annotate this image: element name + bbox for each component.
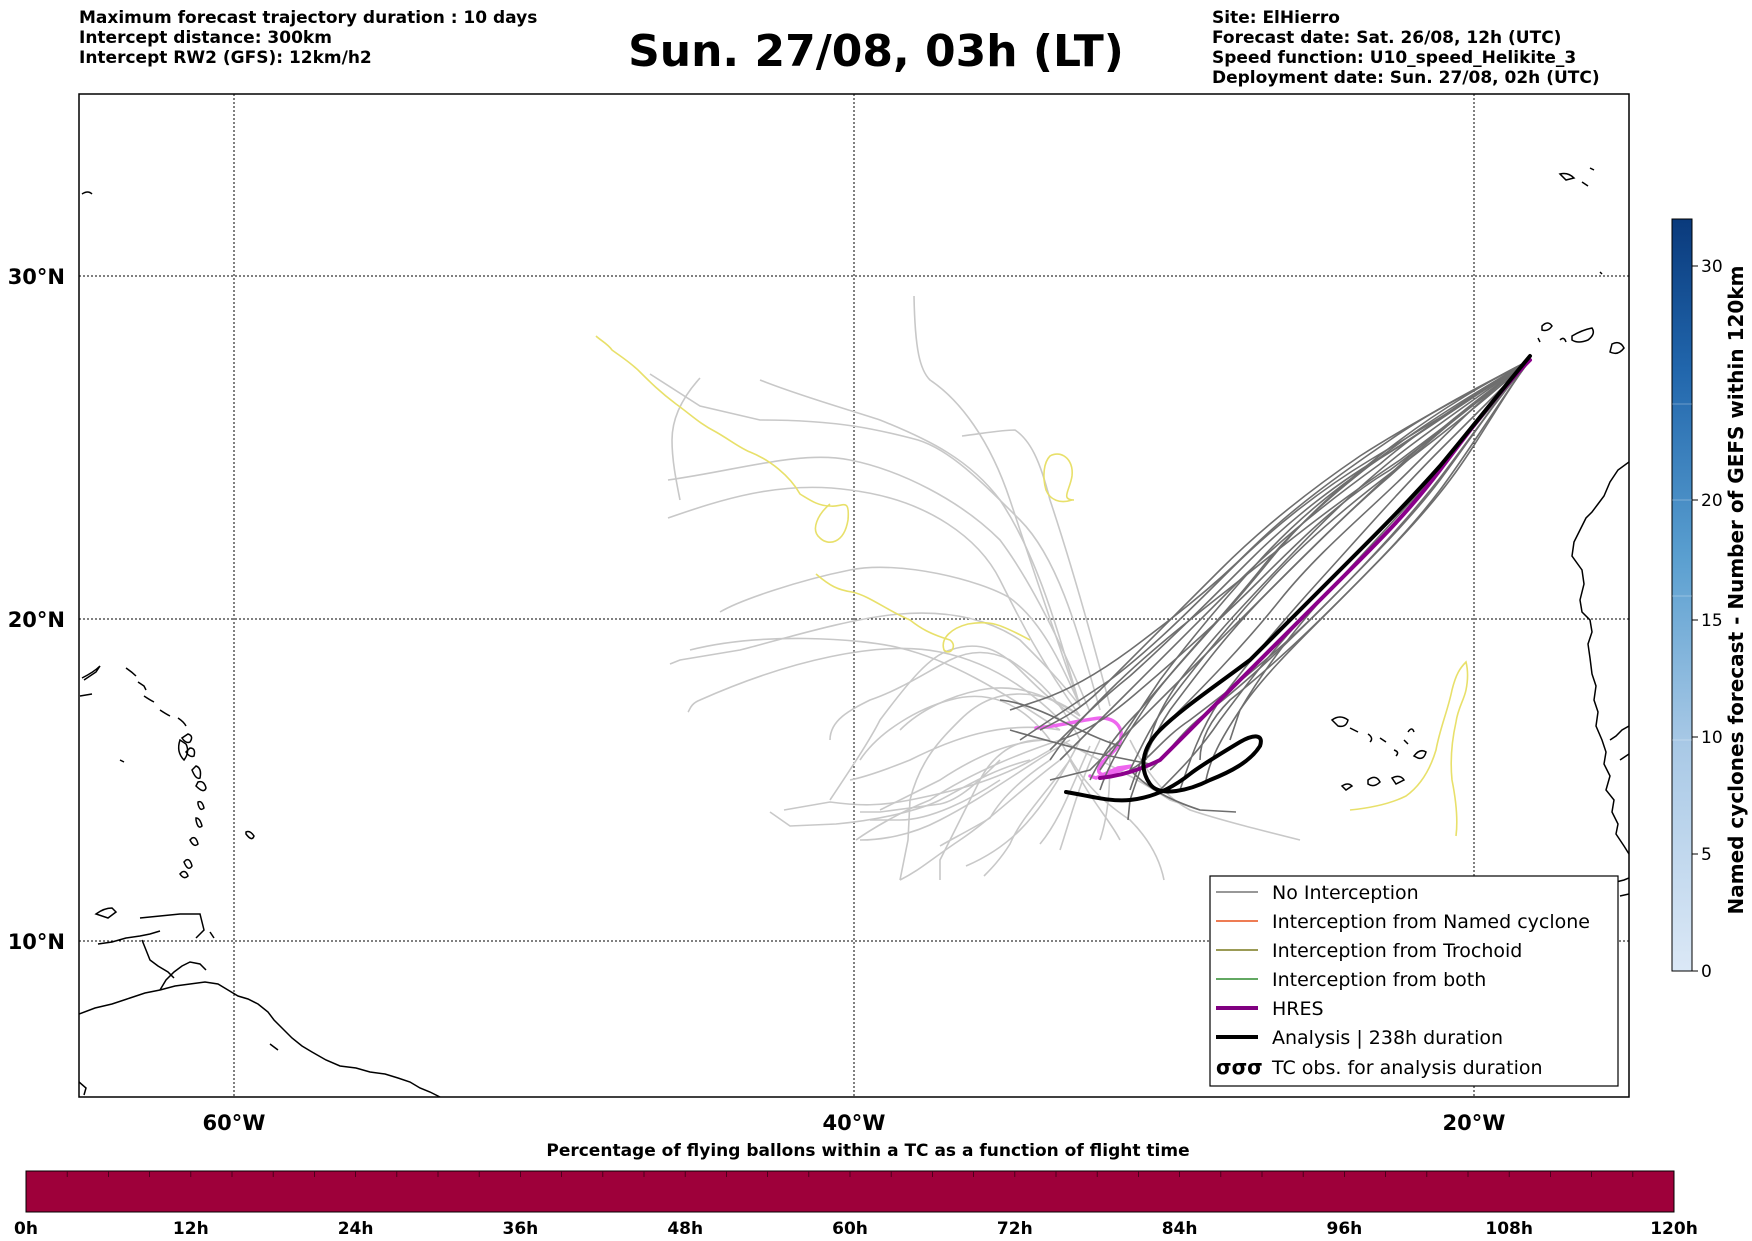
- flight-tick-48h: 48h: [667, 1219, 703, 1239]
- header-line-speed-function: Speed function: U10_speed_Helikite_3: [1212, 48, 1577, 68]
- svg-text:TC obs. for analysis duration: TC obs. for analysis duration: [1271, 1057, 1543, 1079]
- cb-tick-30: 30: [1701, 257, 1723, 277]
- header-line-deployment-date: Deployment date: Sun. 27/08, 02h (UTC): [1212, 68, 1600, 88]
- longitude-labels: 60°W 40°W 20°W: [203, 1111, 1506, 1135]
- header-line-duration: Maximum forecast trajectory duration : 1…: [79, 8, 538, 28]
- svg-text:Analysis | 238h duration: Analysis | 238h duration: [1272, 1027, 1503, 1049]
- flight-tick-108h: 108h: [1485, 1219, 1533, 1239]
- coastlines: [79, 167, 1629, 1097]
- legend-item-tc-obs: σσσ TC obs. for analysis duration: [1216, 1055, 1543, 1079]
- latitude-labels: 30°N 20°N 10°N: [8, 265, 65, 954]
- flight-tick-36h: 36h: [503, 1219, 539, 1239]
- colorbar-cyclones-label: Named cyclones forecast - Number of GEFS…: [1724, 266, 1748, 915]
- colorbar-cyclones: 0 5 10 15 20 30 Named cyclones forecast …: [1671, 218, 1748, 982]
- map-frame: [78, 93, 1630, 1098]
- lon-label-40w: 40°W: [823, 1111, 886, 1135]
- svg-text:No Interception: No Interception: [1272, 882, 1419, 904]
- header-line-site: Site: ElHierro: [1212, 8, 1340, 28]
- header-line-forecast-date: Forecast date: Sat. 26/08, 12h (UTC): [1212, 28, 1562, 48]
- tc-symbol-icon: σσσ: [1216, 1055, 1263, 1079]
- lat-label-30n: 30°N: [8, 265, 65, 289]
- cb-tick-10: 10: [1701, 728, 1723, 748]
- map-panel: 30°N 20°N 10°N 60°W 40°W 20°W No Interce…: [8, 93, 1630, 1135]
- page-title: Sun. 27/08, 03h (LT): [628, 26, 1124, 77]
- cb-tick-5: 5: [1701, 845, 1712, 865]
- flight-tick-72h: 72h: [997, 1219, 1033, 1239]
- flight-tick-96h: 96h: [1327, 1219, 1363, 1239]
- flight-tick-60h: 60h: [832, 1219, 868, 1239]
- flight-tick-84h: 84h: [1162, 1219, 1198, 1239]
- trajectories-light: [649, 295, 1301, 881]
- header-info-right: Site: ElHierro Forecast date: Sat. 26/08…: [1212, 8, 1600, 88]
- colorbar-flight-time-ticks: 0h 12h 24h 36h 48h 60h 72h 84h 96h 108h …: [14, 1219, 1698, 1239]
- flight-tick-0h: 0h: [14, 1219, 38, 1239]
- svg-text:Interception from both: Interception from both: [1272, 969, 1486, 991]
- legend-item-named-cyclone: Interception from Named cyclone: [1216, 911, 1590, 933]
- header-line-rw2: Intercept RW2 (GFS): 12km/h2: [79, 48, 372, 68]
- trajectory-magenta: [1034, 716, 1133, 780]
- legend-item-analysis: Analysis | 238h duration: [1216, 1027, 1503, 1049]
- lat-label-10n: 10°N: [8, 930, 65, 954]
- lon-label-60w: 60°W: [203, 1111, 266, 1135]
- flight-tick-24h: 24h: [338, 1219, 374, 1239]
- svg-text:HRES: HRES: [1272, 998, 1324, 1020]
- legend-item-hres: HRES: [1216, 998, 1324, 1020]
- trajectory-analysis: [1064, 354, 1532, 803]
- cb-tick-15: 15: [1701, 611, 1723, 631]
- svg-text:Interception from Named cyclon: Interception from Named cyclone: [1272, 911, 1590, 933]
- svg-text:Interception from Trochoid: Interception from Trochoid: [1272, 940, 1522, 962]
- lat-label-20n: 20°N: [8, 608, 65, 632]
- legend-item-trochoid: Interception from Trochoid: [1216, 940, 1522, 962]
- cb-tick-20: 20: [1701, 491, 1723, 511]
- trajectories-yellow: [595, 335, 1469, 837]
- colorbar-flight-time-minor-ticks: [66, 1171, 1634, 1177]
- colorbar-cyclones-ticks: 0 5 10 15 20 30: [1701, 257, 1723, 982]
- flight-tick-120h: 120h: [1650, 1219, 1698, 1239]
- graticule: [79, 94, 1629, 1097]
- colorbar-flight-time: Percentage of flying ballons within a TC…: [14, 1141, 1698, 1239]
- lon-label-20w: 20°W: [1443, 1111, 1506, 1135]
- legend: No Interception Interception from Named …: [1209, 875, 1619, 1087]
- cb-tick-0: 0: [1701, 962, 1712, 982]
- flight-tick-12h: 12h: [173, 1219, 209, 1239]
- header-info-left: Maximum forecast trajectory duration : 1…: [79, 8, 537, 68]
- legend-item-both: Interception from both: [1216, 969, 1486, 991]
- legend-item-no-interception: No Interception: [1216, 882, 1419, 904]
- header-line-distance: Intercept distance: 300km: [79, 28, 332, 48]
- colorbar-flight-time-title: Percentage of flying ballons within a TC…: [546, 1141, 1189, 1161]
